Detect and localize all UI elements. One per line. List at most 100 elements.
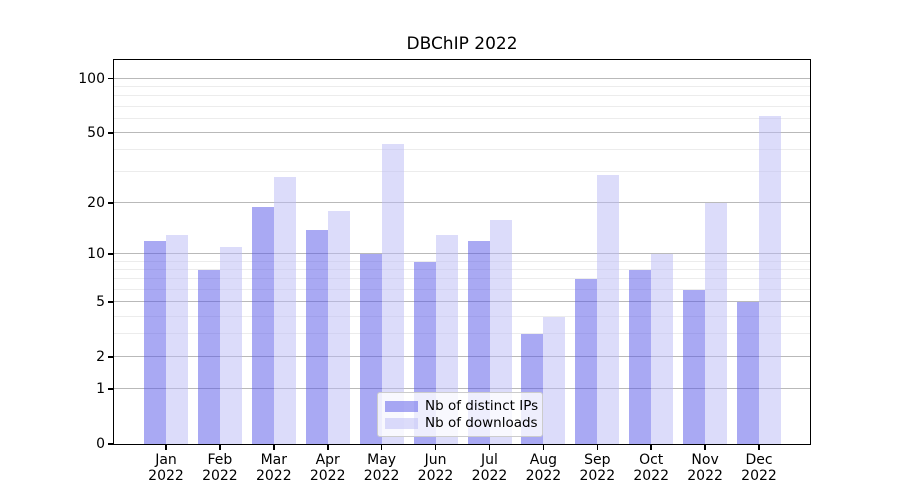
- y-tick-label-100: 100: [78, 70, 105, 87]
- legend-entry-downloads: Nb of downloads: [385, 415, 538, 431]
- y-tick-5: [107, 301, 113, 303]
- x-tick-label-month: Aug: [529, 452, 558, 468]
- minor-gridline-70: [114, 105, 810, 107]
- x-tick-label-year: 2022: [687, 468, 723, 484]
- bar-distinct-ips-mar: [251, 206, 274, 444]
- x-tick-apr: [327, 445, 329, 450]
- y-tick-10: [107, 253, 113, 255]
- x-tick-label-month: Dec: [745, 452, 773, 468]
- bar-distinct-ips-apr: [305, 229, 328, 444]
- minor-gridline-3: [114, 333, 810, 335]
- y-tick-20: [107, 202, 113, 204]
- x-tick-aug: [542, 445, 545, 450]
- bar-distinct-ips-sep: [575, 279, 598, 444]
- major-gridline-50: [114, 131, 810, 133]
- bar-downloads-apr: [327, 210, 350, 444]
- x-tick-label-year: 2022: [309, 468, 346, 484]
- legend-label-downloads: Nb of downloads: [425, 415, 538, 431]
- minor-gridline-8: [114, 269, 810, 270]
- x-tick-label-year: 2022: [417, 468, 454, 484]
- y-tick-label-5: 5: [96, 294, 105, 311]
- x-tick-dec: [758, 445, 760, 450]
- x-tick-label-year: 2022: [148, 468, 184, 484]
- bar-downloads-may: [381, 144, 404, 444]
- legend: Nb of distinct IPs Nb of downloads: [377, 392, 543, 437]
- x-tick-label-year: 2022: [525, 468, 562, 484]
- x-tick-may: [380, 445, 383, 450]
- y-tick-label-1: 1: [96, 381, 105, 398]
- x-tick-label-apr: Apr 2022: [301, 452, 355, 484]
- x-tick-jul: [488, 445, 491, 450]
- x-tick-label-year: 2022: [579, 468, 616, 484]
- x-tick-label-oct: Oct 2022: [624, 452, 678, 484]
- minor-gridline-4: [114, 315, 810, 317]
- bar-downloads-oct: [651, 254, 674, 444]
- bar-downloads-mar: [273, 177, 296, 444]
- minor-gridline-7: [114, 278, 810, 280]
- x-tick-label-year: 2022: [741, 468, 777, 484]
- x-tick-label-feb: Feb 2022: [193, 452, 247, 484]
- x-tick-label-sep: Sep 2022: [570, 452, 624, 484]
- bar-downloads-nov: [705, 203, 728, 444]
- x-tick-label-month: Jan: [155, 452, 177, 468]
- bar-downloads-aug: [543, 316, 566, 444]
- x-tick-label-year: 2022: [255, 468, 292, 484]
- x-tick-label-year: 2022: [202, 468, 238, 484]
- x-tick-label-month: May: [367, 452, 397, 468]
- bar-distinct-ips-feb: [197, 270, 220, 444]
- x-tick-label-jul: Jul 2022: [463, 452, 517, 484]
- bar-downloads-dec: [759, 116, 781, 444]
- y-tick-label-20: 20: [87, 195, 105, 211]
- y-tick-label-2: 2: [96, 349, 105, 365]
- bar-distinct-ips-jan: [144, 240, 166, 444]
- legend-entry-distinct-ips: Nb of distinct IPs: [385, 398, 538, 414]
- x-tick-oct: [650, 445, 652, 450]
- y-tick-label-0: 0: [96, 436, 105, 452]
- x-tick-label-year: 2022: [633, 468, 669, 484]
- bar-distinct-ips-oct: [629, 270, 652, 444]
- x-tick-label-month: Nov: [691, 452, 719, 468]
- y-tick-100: [107, 77, 113, 80]
- x-tick-label-aug: Aug 2022: [516, 452, 570, 484]
- x-tick-label-year: 2022: [471, 468, 508, 484]
- x-tick-label-dec: Dec 2022: [732, 452, 786, 484]
- bar-downloads-sep: [597, 174, 620, 444]
- major-gridline-1: [114, 388, 810, 390]
- y-tick-50: [107, 132, 113, 134]
- y-tick-label-50: 50: [87, 124, 105, 141]
- x-tick-label-month: Sep: [584, 452, 611, 468]
- major-gridline-5: [114, 301, 810, 303]
- minor-gridline-90: [114, 85, 810, 87]
- minor-gridline-40: [114, 149, 810, 150]
- x-tick-label-month: Jul: [481, 452, 498, 468]
- bar-downloads-jun: [435, 235, 458, 444]
- x-tick-jan: [165, 445, 167, 450]
- x-tick-label-month: Feb: [207, 452, 233, 468]
- x-tick-feb: [219, 445, 221, 450]
- minor-gridline-80: [114, 95, 810, 97]
- bar-distinct-ips-may: [359, 254, 382, 444]
- x-tick-label-mar: Mar 2022: [247, 452, 301, 484]
- minor-gridline-30: [114, 171, 810, 173]
- bar-distinct-ips-nov: [683, 289, 706, 444]
- bar-distinct-ips-dec: [737, 302, 759, 444]
- x-tick-jun: [434, 445, 437, 450]
- y-tick-label-10: 10: [87, 246, 105, 263]
- major-gridline-2: [114, 356, 810, 357]
- y-tick-1: [107, 388, 113, 390]
- minor-gridline-60: [114, 117, 810, 119]
- legend-swatch-downloads: [385, 417, 418, 429]
- x-tick-label-jan: Jan 2022: [139, 452, 193, 484]
- x-tick-label-month: Mar: [260, 452, 287, 468]
- x-tick-label-jun: Jun 2022: [409, 452, 463, 484]
- major-gridline-20: [114, 202, 810, 203]
- x-tick-label-month: Apr: [315, 452, 340, 468]
- bar-downloads-jul: [489, 219, 512, 444]
- major-gridline-10: [114, 253, 810, 255]
- x-tick-mar: [273, 445, 275, 450]
- y-tick-0: [107, 443, 113, 445]
- x-tick-label-month: Jun: [424, 452, 447, 468]
- x-tick-label-year: 2022: [363, 468, 400, 484]
- x-tick-label-month: Oct: [639, 452, 664, 468]
